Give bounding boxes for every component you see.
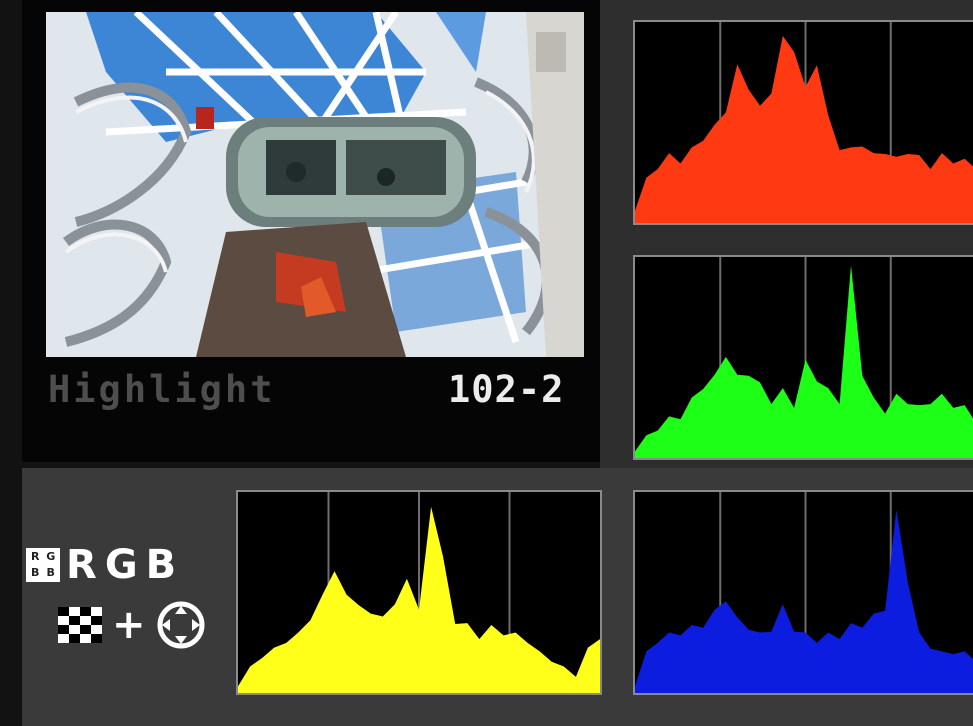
control-hint: + [58,600,206,650]
plus-sign: + [112,602,146,648]
luminance-histogram-plot [238,492,600,693]
blue-histogram [633,490,973,695]
channel-b-label: B [145,542,177,588]
red-histogram-plot [635,22,973,223]
blue-histogram-area [635,509,973,693]
luminance-histogram-area [238,506,600,693]
channel-r-label: R [66,542,97,588]
red-histogram-area [635,35,973,223]
rgb-mode-icon: R G B B [26,548,60,582]
channel-g-label: G [104,542,138,588]
rgb-icon-glyph: R [31,550,40,563]
blue-histogram-plot [635,492,973,693]
display-mode-selector[interactable]: R G B B R G B [26,542,176,588]
rgb-icon-glyph: B [46,565,55,579]
file-number: 102-2 [448,368,565,411]
rgb-icon-glyph: B [31,565,40,579]
green-histogram-plot [635,257,973,458]
green-histogram-area [635,265,973,458]
green-histogram [633,255,973,460]
multi-selector-icon[interactable] [156,600,206,650]
preview-mode-label: Highlight [48,368,276,411]
red-histogram [633,20,973,225]
index-view-icon[interactable] [58,607,102,643]
luminance-histogram [236,490,602,695]
rgb-icon-glyph: G [46,550,56,563]
preview-image [46,12,584,357]
